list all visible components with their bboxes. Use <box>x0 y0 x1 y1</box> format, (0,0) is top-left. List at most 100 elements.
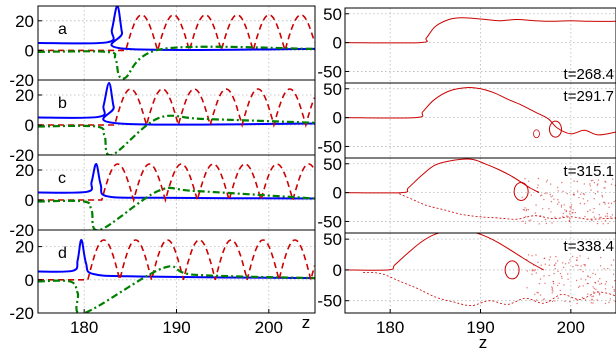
left-panel-d-xtick-label-2: 200 <box>255 318 283 337</box>
particle-point <box>546 179 548 181</box>
right-panel-1-ytick-label-2: 50 <box>323 5 342 24</box>
particle-point <box>550 211 552 213</box>
particle-point <box>592 272 594 275</box>
left-panel-c-ytick-label-0: -20 <box>9 221 34 240</box>
particle-point <box>596 299 598 301</box>
particle-point <box>524 207 526 209</box>
particle-point <box>527 209 530 211</box>
particle-point <box>525 210 528 212</box>
left-panel-b-ytick-label-1: 0 <box>25 116 34 135</box>
series-dashdot-line <box>38 186 315 230</box>
particle-point <box>598 203 601 205</box>
particle-point <box>539 294 542 296</box>
particle-point <box>599 278 601 280</box>
left-panel-c-ytick-label-2: 20 <box>15 161 34 180</box>
particle-point <box>597 190 599 192</box>
trajectory-line <box>345 17 616 44</box>
particle-point <box>580 265 582 267</box>
left-panel-d-ytick-label-0: -20 <box>9 304 34 323</box>
left-panel-a-ytick-label-0: -20 <box>9 71 34 90</box>
left-panel-b-ytick-label-0: -20 <box>9 146 34 165</box>
particle-point <box>587 257 589 260</box>
particle-point <box>601 194 603 197</box>
plot-area <box>345 86 616 139</box>
particle-point <box>558 282 560 284</box>
particle-point <box>590 189 592 191</box>
series-dashed-line <box>38 14 315 54</box>
particle-point <box>562 215 564 218</box>
particle-point <box>544 218 547 221</box>
particle-point <box>534 269 536 271</box>
particle-point <box>604 187 606 189</box>
particle-point <box>551 300 554 303</box>
particle-point <box>557 186 559 189</box>
particle-point <box>560 275 563 278</box>
particle-point <box>578 196 580 199</box>
right-panel-2-ytick-label-0: -50 <box>317 137 342 156</box>
particle-point <box>610 264 613 266</box>
particle-point <box>576 259 578 262</box>
particle-point <box>566 192 568 195</box>
vortex-ring <box>504 260 520 280</box>
particle-point <box>587 293 589 295</box>
particle-point <box>598 294 601 296</box>
particle-point <box>539 195 542 197</box>
particle-point <box>583 263 585 266</box>
particle-point <box>591 298 593 300</box>
right-panel-1-ytick-label-0: -50 <box>317 62 342 81</box>
particle-point <box>589 185 592 187</box>
particle-point <box>548 259 551 261</box>
particle-point <box>526 287 528 289</box>
particle-point <box>536 187 539 189</box>
left-panel-d: -20 0 20 180 190 200 d z <box>9 229 316 337</box>
particle-point <box>577 286 580 288</box>
particle-point <box>572 209 574 211</box>
particle-point <box>524 178 526 180</box>
particle-point <box>582 285 584 287</box>
particle-point <box>543 275 545 277</box>
particle-point <box>531 273 533 275</box>
particle-point <box>557 190 559 192</box>
particle-point <box>593 287 595 290</box>
particle-point <box>548 208 550 210</box>
particle-point <box>594 273 597 276</box>
particle-point <box>583 193 585 196</box>
particle-point <box>568 220 570 222</box>
particle-point <box>544 263 546 265</box>
plot-area <box>38 162 315 230</box>
particle-point <box>590 302 592 304</box>
panel-letter-d: d <box>58 245 67 262</box>
particle-point <box>533 270 535 272</box>
particle-point <box>612 178 614 180</box>
particle-point <box>610 216 612 218</box>
particle-point <box>611 214 614 216</box>
right-panel-1: -50 0 50 t=268.4 <box>317 5 616 84</box>
particle-point <box>580 278 582 280</box>
particle-point <box>574 211 577 214</box>
trajectory-line <box>345 86 616 136</box>
particle-point <box>557 284 559 287</box>
particle-point <box>584 279 587 281</box>
particle-point <box>540 264 542 266</box>
particle-point <box>571 212 573 214</box>
plot-area <box>345 17 616 44</box>
particle-point <box>602 223 604 225</box>
panel-letter-a: a <box>58 21 67 38</box>
particle-point <box>607 222 609 225</box>
particle-point <box>521 196 523 198</box>
particle-point <box>613 288 615 291</box>
particle-point <box>522 208 525 211</box>
particle-point <box>579 193 582 195</box>
particle-point <box>591 219 593 222</box>
particle-point <box>527 254 530 256</box>
particle-point <box>583 183 585 185</box>
particle-point <box>535 254 537 256</box>
particle-point <box>579 268 581 271</box>
particle-point <box>604 302 607 305</box>
plot-area <box>38 81 315 155</box>
particle-point <box>551 292 553 294</box>
particle-point <box>573 194 575 196</box>
particle-point <box>603 268 605 270</box>
particle-point <box>569 206 571 208</box>
plot-area <box>38 6 315 80</box>
